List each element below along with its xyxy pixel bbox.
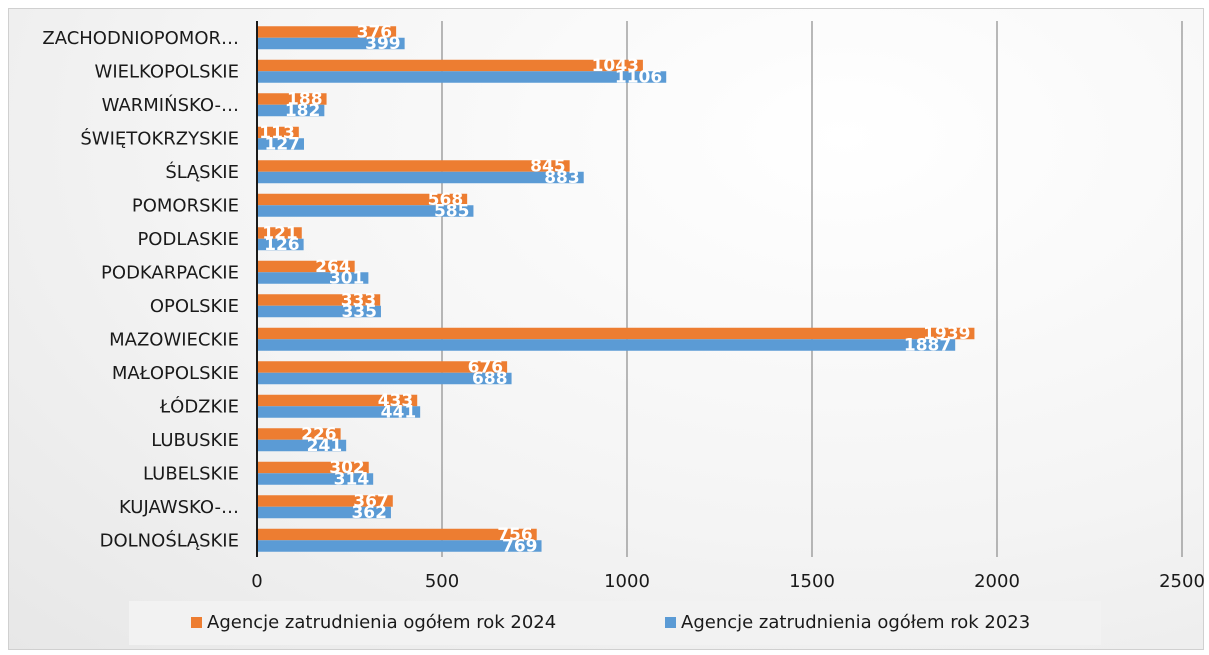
bar-2024	[258, 227, 302, 239]
category-label: ŁÓDZKIE	[159, 395, 239, 417]
bar-2024	[258, 495, 393, 507]
bar-2023	[258, 506, 391, 519]
data-label: 688	[472, 369, 508, 389]
data-label: 314	[334, 469, 370, 489]
chart-area: 756 769 367 362 302 314 226 241 433 441 676 688 1939…	[8, 8, 1205, 650]
data-label: 241	[307, 436, 343, 456]
bar-2024	[258, 294, 381, 306]
data-label: 1043	[592, 56, 639, 76]
bar-2024	[258, 428, 341, 440]
category-label: LUBUSKIE	[151, 430, 239, 451]
bar-2023	[258, 171, 584, 184]
category-label: ZACHODNIOPOMOR…	[42, 28, 239, 49]
data-label: 1939	[923, 324, 970, 344]
bar-2023	[258, 138, 304, 150]
bar-2024	[258, 361, 508, 373]
bar-2024	[258, 160, 570, 172]
category-label: DOLNOŚLĄSKIE	[100, 529, 239, 551]
legend-background	[129, 601, 1101, 645]
category-label: WARMIŃSKO-…	[102, 94, 239, 116]
bar-2024	[258, 59, 643, 72]
bar-2023	[258, 37, 405, 50]
bar-2024	[258, 93, 327, 105]
bar-2023	[258, 406, 421, 418]
category-label: ŚLĄSKIE	[165, 161, 239, 183]
data-label: 113	[259, 123, 295, 143]
category-label: PODKARPACKIE	[101, 262, 239, 283]
category-label: MAZOWIECKIE	[109, 329, 239, 350]
data-label: 1106	[615, 67, 662, 87]
data-label: 188	[287, 89, 323, 109]
data-label: 1887	[904, 335, 951, 355]
legend: Agencje zatrudnienia ogółem rok 2024 Agen…	[129, 601, 1101, 645]
bar-2023	[258, 372, 512, 385]
x-tick-label: 1000	[604, 571, 650, 592]
bar-2023	[258, 205, 474, 217]
bar-2023	[258, 71, 667, 83]
data-label: 769	[502, 536, 538, 556]
data-label: 121	[262, 223, 298, 243]
category-label: WIELKOPOLSKIE	[95, 61, 239, 82]
x-tick-labels: 0 500 1000 1500 2000 2500	[251, 571, 1205, 592]
bar-2024	[258, 528, 537, 541]
bar-2024	[258, 193, 468, 206]
category-label: ŚWIĘTOKRZYSKIE	[80, 127, 239, 149]
bar-2023	[258, 473, 374, 485]
data-label: 756	[497, 525, 533, 545]
data-label: 127	[264, 134, 300, 154]
category-label: OPOLSKIE	[150, 296, 239, 317]
x-tick-label: 0	[251, 571, 262, 592]
bar-2023	[258, 305, 381, 318]
bar-2024	[258, 461, 369, 474]
data-label: 376	[357, 22, 393, 42]
data-label: 126	[264, 235, 300, 255]
bar-2024	[258, 26, 397, 38]
data-label: 845	[530, 156, 566, 176]
bar-2023	[258, 104, 325, 117]
data-label: 883	[544, 168, 580, 188]
data-label: 568	[428, 190, 464, 210]
data-label: 367	[353, 491, 389, 511]
bar-2024	[258, 394, 418, 407]
bar-2024	[258, 260, 355, 273]
bar-2023	[258, 339, 956, 351]
data-label: 433	[378, 391, 414, 411]
data-label: 333	[341, 290, 377, 310]
data-label: 676	[468, 357, 504, 377]
category-label: KUJAWSKO-…	[119, 497, 239, 518]
category-label: POMORSKIE	[132, 195, 239, 216]
bar-2023	[258, 238, 304, 251]
bar-2024	[258, 126, 299, 139]
data-label: 301	[329, 268, 365, 288]
x-tick-label: 500	[425, 571, 459, 592]
legend-label: Agencje zatrudnienia ogółem rok 2023	[681, 612, 1030, 633]
legend-swatch	[191, 617, 202, 628]
data-label: 335	[341, 302, 377, 322]
bar-2023	[258, 540, 542, 552]
category-label: LUBELSKIE	[143, 463, 239, 484]
data-label: 226	[301, 424, 337, 444]
category-label: MAŁOPOLSKIE	[112, 363, 239, 384]
bar-2023	[258, 439, 347, 452]
category-label: PODLASKIE	[137, 229, 239, 250]
x-tick-label: 2000	[974, 571, 1020, 592]
data-label: 182	[285, 101, 321, 121]
category-labels: DOLNOŚLĄSKIE KUJAWSKO-… LUBELSKIE LUBUSKIE Ł…	[42, 28, 239, 552]
bar-2024	[258, 327, 975, 340]
data-label: 302	[329, 458, 365, 478]
data-label: 441	[381, 402, 417, 422]
bars	[258, 26, 975, 552]
gridlines	[441, 21, 1183, 557]
data-label: 264	[315, 257, 351, 277]
data-label: 585	[434, 201, 470, 221]
x-tick-label: 1500	[789, 571, 835, 592]
data-label: 399	[365, 34, 401, 54]
legend-swatch	[665, 617, 676, 628]
x-tick-label: 2500	[1159, 571, 1205, 592]
data-label: 362	[351, 503, 387, 523]
bar-2023	[258, 272, 369, 284]
legend-label: Agencje zatrudnienia ogółem rok 2024	[207, 612, 556, 633]
